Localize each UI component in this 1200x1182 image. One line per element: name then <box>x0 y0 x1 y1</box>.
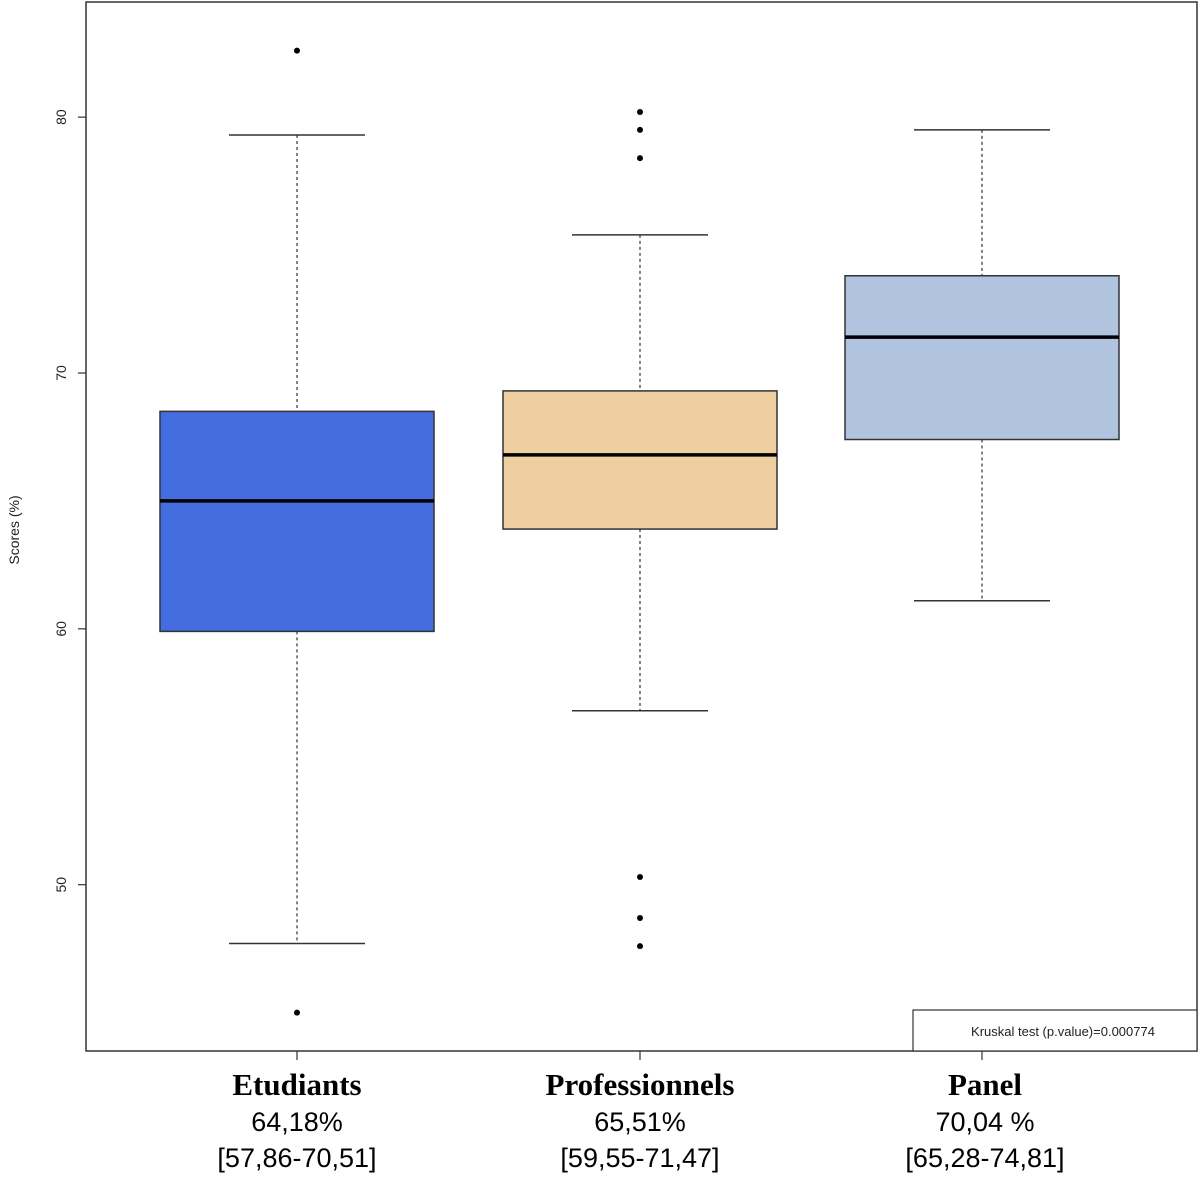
box-iqr <box>159 410 435 633</box>
group-ci: [65,28-74,81] <box>905 1143 1065 1173</box>
outlier-point <box>637 943 643 950</box>
group-ci: [57,86-70,51] <box>217 1143 377 1173</box>
box-etudiants <box>159 47 435 1016</box>
group-median: 70,04 % <box>935 1107 1035 1137</box>
y-axis-label: Scores (%) <box>6 495 22 564</box>
outlier-point <box>637 874 643 881</box>
group-name: Professionnels <box>545 1067 735 1102</box>
x-axis <box>296 1051 983 1060</box>
outlier-point <box>637 914 643 921</box>
y-tick-label: 60 <box>53 621 69 637</box>
annotation-frame <box>912 1009 1198 1052</box>
outlier-point <box>294 1009 300 1016</box>
box-iqr <box>844 275 1120 441</box>
y-tick-label: 50 <box>53 877 69 893</box>
group-name: Panel <box>947 1067 1023 1102</box>
group-label-professionnels: Professionnels 65,51% [59,55-71,47] <box>470 1066 810 1176</box>
outlier-point <box>637 155 643 162</box>
group-name: Etudiants <box>232 1067 362 1102</box>
y-axis: 50 60 70 80 <box>53 109 86 892</box>
group-ci: [59,55-71,47] <box>560 1143 720 1173</box>
box-series <box>159 47 1120 1016</box>
box-iqr <box>502 390 778 530</box>
y-tick-label: 80 <box>53 109 69 125</box>
group-label-etudiants: Etudiants 64,18% [57,86-70,51] <box>127 1066 467 1176</box>
annotation-box: Kruskal test (p.value)=0.000774 <box>912 1009 1198 1052</box>
outlier-point <box>637 109 643 116</box>
y-tick-label: 70 <box>53 365 69 381</box>
annotation-text: Kruskal test (p.value)=0.000774 <box>971 1024 1155 1039</box>
outlier-point <box>294 47 300 54</box>
group-label-panel: Panel 70,04 % [65,28-74,81] <box>815 1066 1155 1176</box>
box-professionnels <box>502 109 778 950</box>
outlier-point <box>637 126 643 133</box>
group-median: 65,51% <box>594 1107 686 1137</box>
box-panel <box>844 129 1120 602</box>
group-median: 64,18% <box>251 1107 343 1137</box>
